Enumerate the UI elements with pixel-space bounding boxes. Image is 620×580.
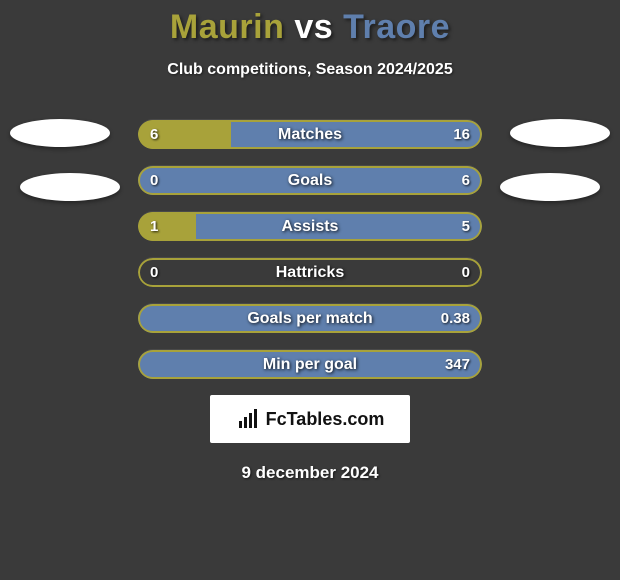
stat-label: Hattricks [138,258,482,287]
player1-badge-top [10,119,110,147]
stat-bar: 616Matches [138,119,482,149]
vs-text: vs [294,8,333,46]
stat-label: Matches [138,120,482,149]
stat-bar: 15Assists [138,211,482,241]
brand-text: FcTables.com [266,409,385,430]
stat-bars: 616Matches 06Goals 15Assists 00Hattricks 0.3… [138,119,482,379]
stat-label: Goals [138,166,482,195]
player1-badge-bottom [20,173,120,201]
date-stamp: 9 december 2024 [0,463,620,483]
player2-badge-top [510,119,610,147]
brand-badge: FcTables.com [210,395,410,443]
comparison-title: Maurin vs Traore [0,0,620,47]
stat-bar: 0.38Goals per match [138,303,482,333]
chart-icon [236,407,260,431]
stat-bar: 06Goals [138,165,482,195]
comparison-body: 616Matches 06Goals 15Assists 00Hattricks 0.3… [0,119,620,483]
stat-bar: 347Min per goal [138,349,482,379]
stat-label: Min per goal [138,350,482,379]
player1-name: Maurin [170,8,284,46]
subtitle: Club competitions, Season 2024/2025 [0,61,620,79]
player2-name: Traore [343,8,450,46]
stat-label: Goals per match [138,304,482,333]
player2-badge-bottom [500,173,600,201]
stat-label: Assists [138,212,482,241]
stat-bar: 00Hattricks [138,257,482,287]
